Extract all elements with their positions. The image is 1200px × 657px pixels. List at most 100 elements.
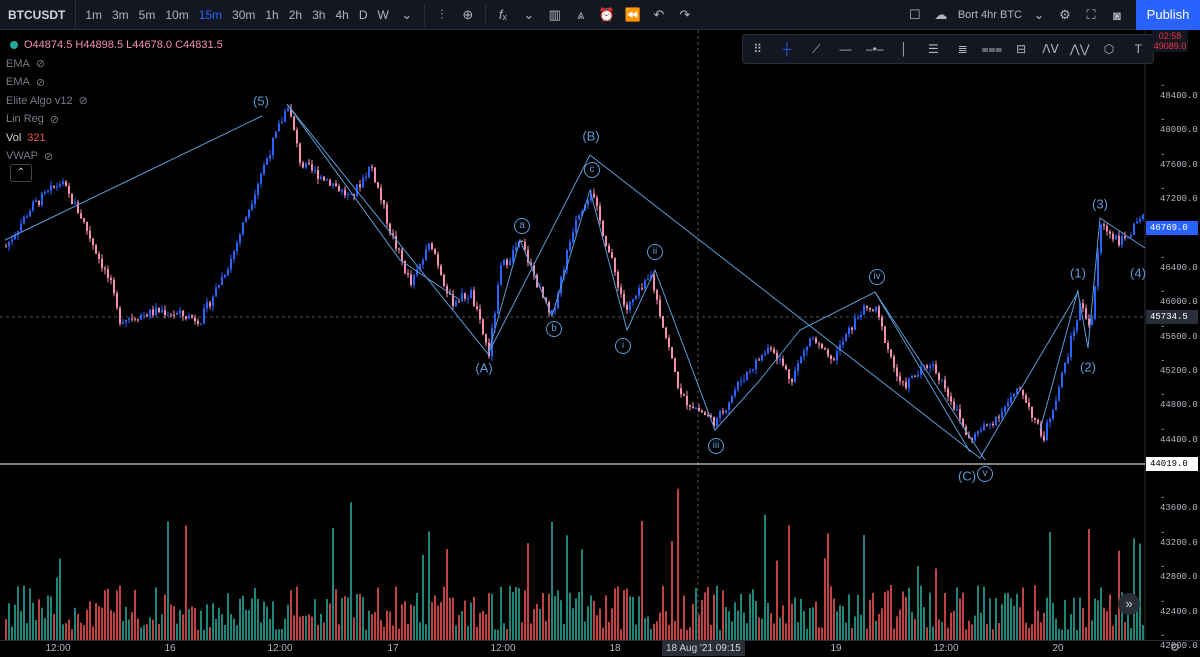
volume-bar [359,593,361,640]
gear-icon[interactable]: ⚙ [1170,642,1180,654]
candle-body [764,353,766,355]
candle-body [773,349,775,353]
interval-30m[interactable]: 30m [232,7,256,22]
gann-icon[interactable]: ⊟ [1016,42,1027,56]
divider [484,3,486,26]
cloud-icon[interactable]: ☁ [934,7,948,22]
candle-body [872,309,874,312]
replay-icon[interactable]: ⏪ [624,6,641,22]
interval-5m[interactable]: 5m [138,7,156,22]
interval-W[interactable]: W [377,7,389,22]
interval-2h[interactable]: 2h [288,7,303,22]
fib-retracement-icon[interactable]: ≣ [957,42,968,56]
chevron-down-icon[interactable]: ⌄ [523,6,535,22]
scroll-to-realtime-button[interactable]: » [1118,593,1140,615]
candle-body [359,184,361,188]
candle-body [989,423,991,425]
volume-bar [263,601,265,640]
candle-body [383,199,385,205]
crosshair-icon[interactable]: ┼ [782,42,792,56]
add-symbol-icon[interactable]: ⊕ [462,6,474,22]
volume-row[interactable]: Vol 321 [6,129,223,148]
gear-icon[interactable]: ⚙ [1059,7,1071,22]
eye-hidden-icon[interactable]: ⊘ [44,150,54,163]
volume-bar [491,593,493,640]
chart-type-icon[interactable]: ▥ [548,6,561,22]
eye-hidden-icon[interactable]: ⊘ [35,76,46,89]
candle-body [563,269,565,277]
wave-label-circled: iv [869,269,885,285]
volume-bar [671,541,673,640]
alert-icon[interactable]: ⏰ [598,6,615,22]
horizontal-line-icon[interactable]: –•– [865,42,884,56]
interval-4h[interactable]: 4h [335,7,349,22]
volume-bar [569,592,571,640]
expand-icon[interactable]: ⛶ [1086,7,1096,22]
eye-hidden-icon[interactable]: ⊘ [78,95,88,108]
volume-bar [26,623,28,640]
redo-icon[interactable]: ↷ [679,6,691,22]
camera-icon[interactable]: ◙ [1113,7,1121,23]
trend-line-icon[interactable]: ⟋ [812,41,821,56]
volume-bar [956,587,958,640]
eye-hidden-icon[interactable]: ⊘ [35,58,46,71]
templates-icon[interactable]: ⩓ [577,6,585,22]
volume-bar [620,629,622,640]
interval-10m[interactable]: 10m [165,7,189,22]
candle-body [593,193,595,198]
compare-icon[interactable]: ⫶ [440,6,444,22]
undo-icon[interactable]: ↶ [653,6,665,22]
volume-bar [932,626,934,640]
indicator-row[interactable]: EMA ⊘ [6,73,223,92]
interval-15m[interactable]: 15m [198,7,223,22]
indicator-row[interactable]: EMA ⊘ [6,55,223,74]
volume-bar [995,598,997,640]
drag-handle-icon[interactable]: ⠿ [753,42,763,56]
candle-body [1079,303,1081,321]
volume-bar [704,592,706,640]
fib-extension-icon[interactable]: ⩶ [981,41,1003,56]
last-price-tag: 46769.0 [1146,221,1198,235]
volume-bar [485,614,487,640]
time-axis[interactable]: 12:00 16 12:00 17 12:00 18 19 12:00 20 18 Aug '21… [0,640,1200,657]
chevron-down-icon[interactable]: ⌄ [401,6,413,22]
indicator-row[interactable]: Lin Reg ⊘ [6,110,223,129]
volume-bar [992,629,994,640]
chevron-down-icon[interactable]: ⌄ [1033,7,1045,22]
candle-body [332,183,334,186]
volume-bar [797,622,799,640]
shape-icon[interactable]: ⬡ [1103,42,1115,56]
interval-3h[interactable]: 3h [312,7,326,22]
candle-body [866,305,868,308]
interval-1m[interactable]: 1m [85,7,102,22]
indicator-label: VWAP [6,150,38,163]
indicator-row[interactable]: Elite Algo v12 ⊘ [6,92,223,111]
publish-button[interactable]: Publish [1136,0,1200,30]
collapse-legend-button[interactable]: ⌃ [10,164,32,182]
candle-body [323,176,325,181]
indicator-row[interactable]: VWAP ⊘ [6,147,223,166]
volume-bar [800,598,802,640]
volume-bar [908,587,910,640]
interval-3m[interactable]: 3m [112,7,129,22]
symbol-search[interactable]: BTCUSDT [0,0,77,30]
horizontal-ray-icon[interactable]: — [839,42,852,56]
fullscreen-square-icon[interactable]: ☐ [908,7,921,22]
interval-D[interactable]: D [358,7,368,22]
interval-1h[interactable]: 1h [265,7,279,22]
candle-body [974,433,976,441]
candle-body [722,411,724,413]
parallel-channel-icon[interactable]: ☰ [927,42,939,56]
text-icon[interactable]: T [1134,42,1142,56]
candle-body [854,317,856,330]
abcd-pattern-icon[interactable]: ᐱᐯ [1042,42,1059,56]
price-chart[interactable] [0,0,1200,640]
elliott-wave-icon[interactable]: ⋀⋁ [1069,42,1090,56]
layout-name[interactable]: Bort 4hr BTC [957,9,1022,21]
vertical-line-icon[interactable]: │ [900,42,908,56]
candle-body [329,179,331,186]
candle-body [971,437,973,441]
volume-bar [317,624,319,640]
eye-hidden-icon[interactable]: ⊘ [49,113,60,126]
